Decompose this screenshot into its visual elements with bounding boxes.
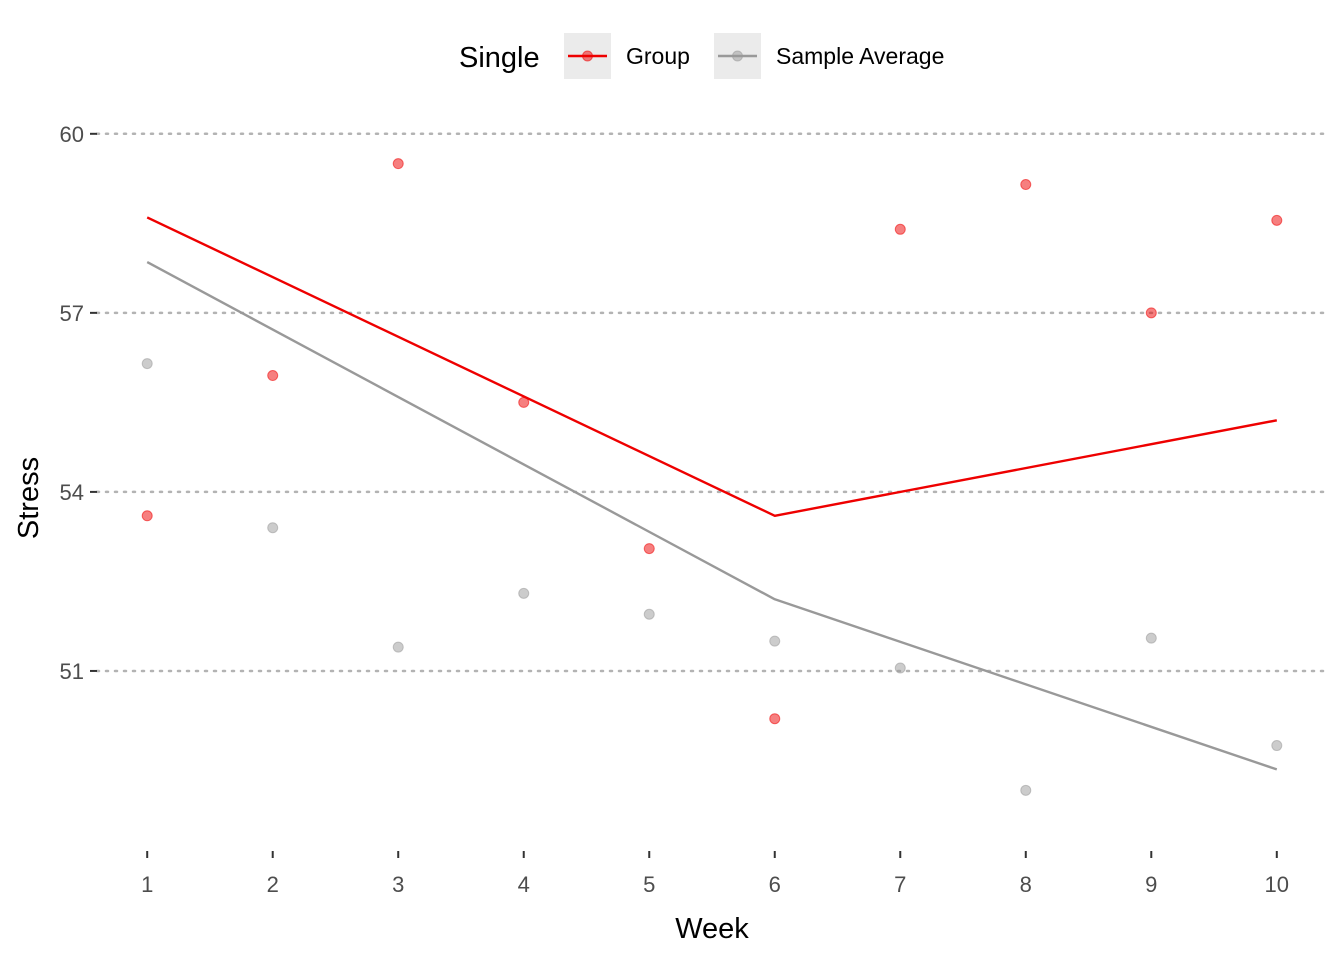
sample-average-point-9	[1145, 632, 1157, 644]
sample-average-point-8	[1020, 784, 1032, 796]
x-tick-label-2: 2	[267, 872, 279, 897]
y-tick-label-54: 54	[60, 480, 84, 505]
y-tick-label-57: 57	[60, 301, 84, 326]
x-tick-label-3: 3	[392, 872, 404, 897]
x-tick-label-8: 8	[1020, 872, 1032, 897]
legend: Single Group Sample Average	[459, 33, 944, 79]
series-layer	[141, 158, 1283, 796]
sample-average-point-1	[141, 358, 153, 370]
sample-average-line	[146, 261, 1278, 771]
group-point-7	[894, 223, 906, 235]
series-sample-average	[141, 261, 1283, 796]
grid-layer	[95, 132, 1329, 673]
x-axis-title: Week	[675, 913, 749, 945]
legend-label-sample-average: Sample Average	[776, 43, 944, 69]
x-tick-label-10: 10	[1265, 872, 1289, 897]
sample-average-point-5	[643, 608, 655, 620]
group-point-1	[141, 510, 153, 522]
axis-layer: 51 54 57 60 1 2 3 4 5 6 7 8 9 10	[60, 122, 1290, 897]
sample-average-point-2	[267, 522, 279, 534]
x-tick-label-7: 7	[894, 872, 906, 897]
x-tick-label-6: 6	[769, 872, 781, 897]
group-line	[146, 216, 1278, 517]
x-tick-label-4: 4	[518, 872, 530, 897]
legend-key-group-point	[582, 50, 593, 62]
group-point-3	[392, 158, 404, 170]
sample-average-point-10	[1271, 740, 1283, 752]
series-group	[141, 158, 1283, 725]
sample-average-point-7	[894, 662, 906, 674]
y-tick-label-60: 60	[60, 122, 84, 147]
x-tick-label-5: 5	[643, 872, 655, 897]
legend-label-group: Group	[626, 43, 690, 69]
sample-average-point-3	[392, 641, 404, 653]
legend-key-average-point	[732, 50, 743, 62]
group-point-6	[769, 713, 781, 725]
legend-title: Single	[459, 42, 540, 74]
group-point-2	[267, 370, 279, 382]
group-point-9	[1145, 307, 1157, 319]
sample-average-point-6	[769, 635, 781, 647]
group-point-8	[1020, 179, 1032, 191]
y-tick-label-51: 51	[60, 659, 84, 684]
x-tick-label-1: 1	[141, 872, 153, 897]
y-axis-title: Stress	[13, 457, 45, 539]
group-point-5	[643, 543, 655, 555]
x-tick-label-9: 9	[1145, 872, 1157, 897]
group-point-10	[1271, 214, 1283, 226]
sample-average-point-4	[518, 587, 530, 599]
